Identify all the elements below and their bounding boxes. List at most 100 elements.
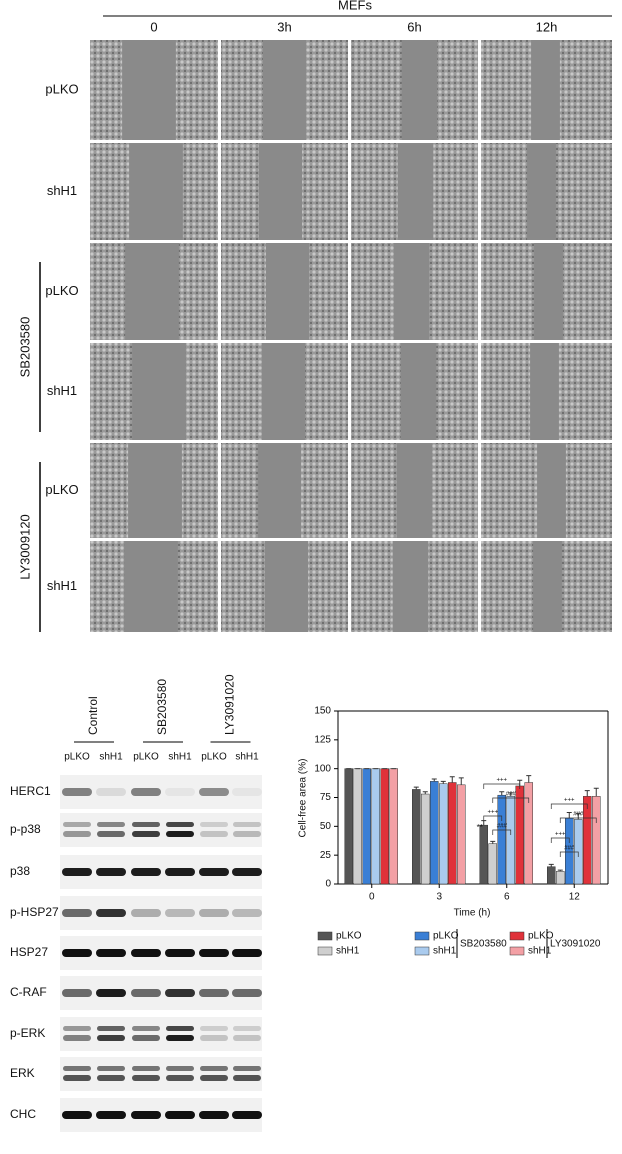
lane-label: pLKO [133,752,159,763]
row-label: shH1 [47,578,77,593]
band [96,788,126,796]
band [132,831,160,837]
column-label: 0 [150,19,157,34]
bar [448,782,457,885]
group-label: SB203580 [17,317,32,378]
band [165,868,195,876]
band [63,1075,91,1081]
western-blot: pLKO shH1 pLKO shH1 pLKO shH1 Control SB203580 L… [10,674,262,1132]
x-tick-label: 0 [369,892,375,903]
group-label: SB203580 [155,679,169,735]
wound-gap [401,40,438,140]
wound-gap [530,343,559,440]
wound-gap [261,343,306,440]
wound-gap [264,541,309,632]
legend-swatch [414,946,430,956]
legend-label: shH1 [528,946,552,957]
error-bar [458,777,464,785]
band [132,1075,160,1081]
wound-gap [128,443,182,538]
protein-label: HSP27 [10,945,48,959]
annotation: +++ [555,832,566,838]
bracket [483,783,521,789]
bar [488,843,497,885]
band [200,1075,228,1081]
wound-gap [132,343,186,440]
wound-gap [400,343,437,440]
annotation: ** [477,823,483,832]
protein-label: CHC [10,1107,36,1121]
wound-gap [258,143,303,240]
error-bar [422,791,428,795]
error-bar [413,786,419,790]
band [131,989,161,997]
band [96,868,126,876]
blot-strip [60,896,262,930]
band [199,1111,229,1119]
lane-label: shH1 [99,752,123,763]
error-bar [584,790,590,797]
bar [421,793,430,885]
error-bar [440,780,446,784]
lane-label: shH1 [235,752,259,763]
band [63,1026,91,1031]
error-bar [526,775,532,783]
band [63,1066,91,1071]
band [165,1111,195,1119]
bar [583,796,592,885]
bracket [550,803,588,809]
band [62,788,92,796]
protein-label: p-HSP27 [10,905,59,919]
band [132,822,160,827]
error-bar [557,869,563,872]
band [199,909,229,917]
bar [592,796,601,885]
band [62,1111,92,1119]
lane-label: pLKO [64,752,90,763]
x-tick-label: 12 [569,892,581,903]
band [131,1111,161,1119]
band [62,949,92,957]
error-bar [490,840,496,844]
band [63,822,91,827]
wound-gap [531,40,560,140]
bar [412,789,421,885]
protein-label: p-ERK [10,1026,45,1040]
wound-gap [257,443,302,538]
column-label: 6h [407,19,421,34]
legend-swatch [509,946,525,956]
wound-gap [393,243,430,340]
legend-swatch [317,946,333,956]
bracket [492,797,530,803]
column-label: 12h [536,19,558,34]
protein-label: ERK [10,1066,35,1080]
legend-group: LY3091020 [550,939,601,950]
band [97,1075,125,1081]
bar [353,768,362,885]
band [232,868,262,876]
band [233,1066,261,1071]
band [166,1075,194,1081]
wound-gap [265,243,310,340]
x-axis-label: Time (h) [454,908,491,919]
wound-gap [396,443,433,538]
micrograph-grid: 0 3h 6h 12h pLKO shH1 pLKO shH1 pLKO shH1 SB203580… [17,19,612,632]
annotation: ### [497,824,508,830]
band [233,822,261,827]
band [132,1035,160,1041]
bracket [483,815,503,821]
bar [506,796,515,885]
group-label: LY3009120 [17,514,32,580]
wound-gap [527,143,556,240]
legend-group: SB203580 [460,939,507,950]
band [232,909,262,917]
band [233,831,261,837]
x-tick-label: 6 [504,892,510,903]
bar [344,768,353,885]
bar-chart: Cell-free area (%) Time (h) 0 25 50 75 100 12… [298,706,609,958]
band [165,989,195,997]
band [200,1066,228,1071]
blot-strip [60,1057,262,1091]
bar [515,785,524,885]
